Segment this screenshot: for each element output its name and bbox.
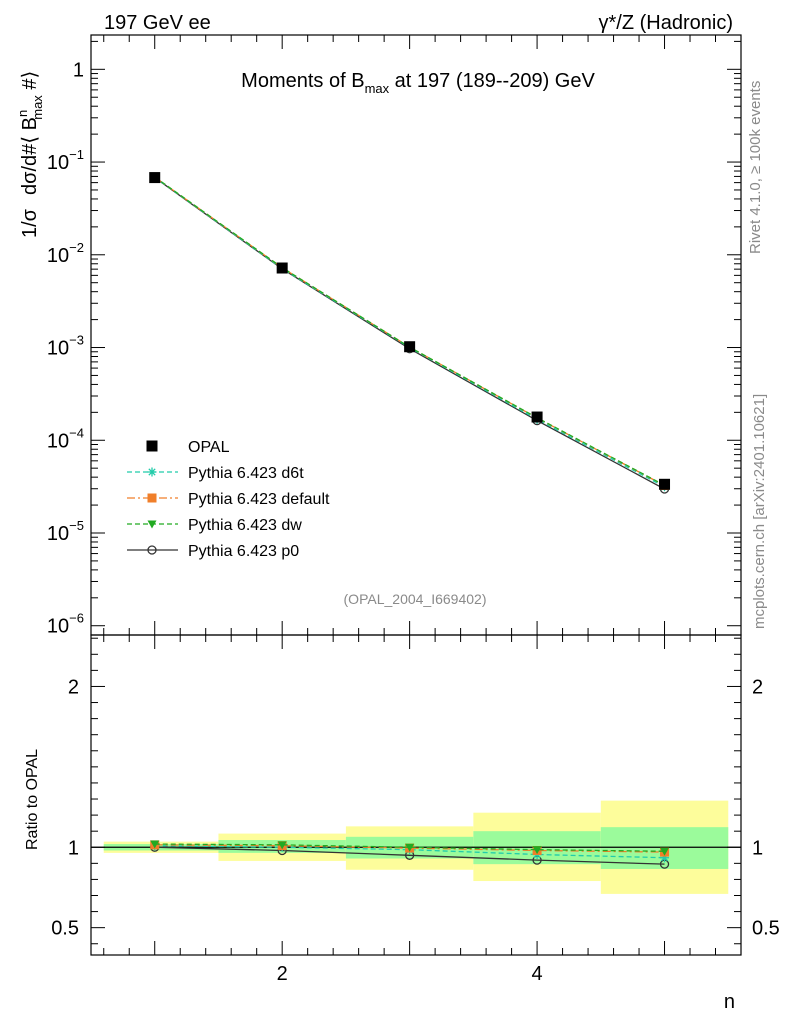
ratio-series-line: [154, 846, 665, 865]
y-tick-label: 10−4: [47, 425, 84, 452]
marker-square: [531, 411, 543, 423]
marker-circle: [147, 545, 157, 555]
ratio-frame: [90, 634, 742, 956]
marker-square: [276, 262, 288, 274]
x-tick-label: 4: [532, 963, 543, 985]
ratio-bands: [91, 800, 741, 894]
main-ytick-labels: 10−6 10−5 10−4 10−3 10−2 10−1 1: [47, 59, 84, 637]
legend-label: Pythia 6.423 default: [188, 491, 330, 508]
ratio-ytick-label-right: 2: [752, 676, 763, 698]
ratio-series-line: [154, 844, 665, 853]
watermark: (OPAL_2004_I669402): [344, 591, 487, 607]
ratio-series: [150, 840, 670, 869]
marker-square: [659, 478, 671, 490]
main-series: [149, 172, 671, 494]
ratio-series-line: [154, 843, 665, 852]
series-line: [154, 176, 665, 487]
ratio-ticks: [91, 635, 742, 955]
ratio-ylabel: Ratio to OPAL: [24, 749, 41, 850]
header-right: γ*/Z (Hadronic): [599, 12, 733, 34]
legend: OPAL Pythia 6.423 d6t Pythia 6.423 default…: [127, 439, 330, 560]
marker-star: [660, 853, 670, 863]
marker-square: [404, 341, 416, 353]
legend-label: Pythia 6.423 d6t: [188, 465, 304, 482]
main-ylabel: 1/σdσ/d#⟨ Bnmax #⟩: [15, 71, 45, 238]
marker-star: [147, 467, 157, 477]
main-title: Moments of Bmax at 197 (189--209) GeV: [241, 70, 595, 96]
y-tick-label: 10−5: [47, 518, 84, 545]
ratio-ytick-label-left: 1: [68, 837, 79, 859]
y-tick-label: 10−3: [47, 333, 84, 360]
y-tick-label: 10−1: [47, 147, 84, 174]
ratio-ytick-label-left: 2: [68, 676, 79, 698]
legend-label: OPAL: [188, 439, 230, 456]
rivet-label: Rivet 4.1.0, ≥ 100k events: [747, 81, 764, 254]
y-tick-label: 1: [73, 59, 84, 81]
marker-triangle-down: [532, 846, 542, 855]
marker-triangle-down: [277, 841, 287, 850]
marker-triangle-down: [405, 843, 415, 852]
main-panel: Moments of Bmax at 197 (189--209) GeV 1/…: [15, 34, 742, 638]
x-tick-label: 2: [277, 963, 288, 985]
marker-square: [146, 440, 158, 452]
marker-triangle-down: [660, 847, 670, 856]
y-tick-label: 10−2: [47, 240, 84, 267]
legend-label: Pythia 6.423 dw: [188, 517, 302, 534]
x-axis-label: n: [724, 991, 735, 1013]
marker-square: [149, 172, 161, 184]
series-line: [154, 176, 665, 486]
marker-square: [147, 493, 157, 503]
ratio-series-line: [154, 845, 665, 859]
ratio-ytick-label-right: 0.5: [752, 918, 780, 940]
ratio-ytick-labels: 0.5 0.5 1 1 2 2: [51, 676, 780, 939]
main-ticks: [91, 35, 742, 635]
y-tick-label: 10−6: [47, 611, 84, 638]
series-line: [154, 177, 665, 490]
ratio-ytick-label-left: 0.5: [51, 918, 79, 940]
marker-triangle-down: [150, 840, 160, 849]
legend-label: Pythia 6.423 p0: [188, 543, 299, 560]
ratio-ytick-label-right: 1: [752, 837, 763, 859]
mcplots-label: mcplots.cern.ch [arXiv:2401.10621]: [751, 394, 768, 629]
header-left: 197 GeV ee: [104, 12, 211, 34]
series-line: [154, 176, 665, 488]
marker-triangle-down: [147, 520, 157, 529]
